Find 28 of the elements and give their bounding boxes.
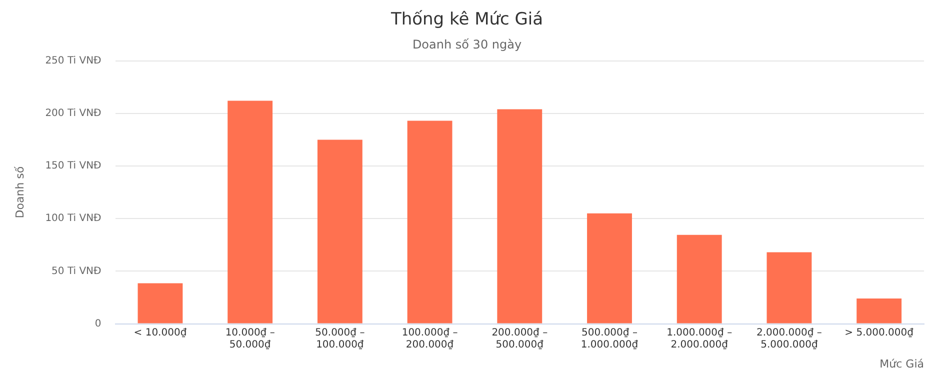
x-axis-title: Mức Giá bbox=[880, 357, 924, 370]
y-tick-label: 250 Ti VNĐ bbox=[45, 55, 102, 66]
bar bbox=[317, 140, 362, 324]
y-tick-label: 50 Ti VNĐ bbox=[52, 266, 102, 277]
y-axis-title: Doanh số bbox=[13, 166, 26, 218]
y-tick-label: 200 Ti VNĐ bbox=[45, 108, 102, 119]
bar bbox=[856, 298, 902, 324]
bar bbox=[587, 213, 632, 324]
y-tick-label: 100 Ti VNĐ bbox=[45, 213, 102, 224]
x-tick-label: 500.000₫ – 1.000.000₫ bbox=[580, 327, 639, 350]
x-tick-label: 50.000₫ – 100.000₫ bbox=[315, 327, 365, 350]
chart-subtitle: Doanh số 30 ngày bbox=[412, 38, 522, 52]
x-tick-label: 2.000.000₫ – 5.000.000₫ bbox=[756, 327, 822, 350]
bar bbox=[138, 283, 183, 324]
y-tick-label: 0 bbox=[94, 318, 102, 330]
x-tick-label: 1.000.000₫ – 2.000.000₫ bbox=[666, 327, 732, 350]
chart-title: Thống kê Mức Giá bbox=[390, 10, 544, 30]
y-tick-label: 150 Ti VNĐ bbox=[45, 160, 102, 172]
bar bbox=[497, 109, 542, 324]
bar bbox=[676, 234, 722, 324]
x-tick-label: < 10.000₫ bbox=[134, 327, 188, 338]
x-tick-label: > 5.000.000₫ bbox=[844, 327, 914, 338]
bar bbox=[766, 252, 812, 324]
x-tick-label: 100.000₫ – 200.000₫ bbox=[402, 327, 458, 350]
x-tick-label: 10.000₫ – 50.000₫ bbox=[225, 327, 275, 350]
x-tick-label: 200.000₫ – 500.000₫ bbox=[492, 327, 548, 350]
bar bbox=[228, 100, 273, 324]
bar bbox=[407, 120, 452, 324]
